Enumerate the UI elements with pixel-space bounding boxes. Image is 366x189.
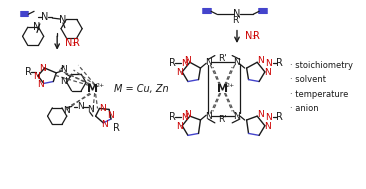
Text: N: N [257, 110, 264, 119]
Text: N: N [234, 58, 240, 67]
Text: N: N [77, 102, 83, 111]
Text: R: R [73, 38, 80, 48]
Text: N: N [233, 9, 241, 19]
Text: · anion: · anion [290, 104, 318, 113]
Text: · stoichiometry: · stoichiometry [290, 61, 353, 70]
Text: N: N [37, 80, 44, 89]
Text: N: N [176, 122, 183, 131]
Text: N: N [87, 105, 94, 114]
Text: R: R [169, 58, 176, 68]
Text: N: N [107, 111, 113, 120]
Text: M: M [87, 84, 98, 94]
Text: R: R [25, 67, 32, 77]
Text: N: N [257, 56, 264, 65]
Text: R: R [113, 123, 120, 133]
Text: N: N [205, 58, 212, 67]
Text: N: N [234, 112, 240, 121]
Text: · solvent: · solvent [290, 75, 326, 84]
Text: N: N [41, 12, 48, 22]
Text: 3: 3 [251, 35, 255, 40]
Text: N: N [33, 72, 40, 81]
Text: R': R' [233, 16, 241, 26]
Text: N: N [60, 77, 67, 86]
Text: M: M [217, 84, 228, 94]
Text: N: N [60, 65, 67, 74]
Text: N: N [264, 122, 271, 131]
Text: N: N [65, 38, 72, 48]
Text: N: N [245, 31, 252, 41]
Text: M = Cu, Zn: M = Cu, Zn [113, 84, 168, 94]
Text: 2+: 2+ [225, 83, 235, 88]
Text: N: N [181, 113, 188, 122]
Text: N: N [176, 68, 183, 77]
Text: N: N [63, 106, 70, 115]
Text: N: N [40, 64, 46, 73]
Text: N: N [33, 22, 41, 32]
Text: N: N [59, 15, 67, 25]
Text: R: R [253, 31, 259, 41]
Text: N: N [184, 110, 191, 119]
Text: R: R [276, 112, 283, 122]
Text: 2+: 2+ [96, 83, 105, 88]
Text: R': R' [218, 54, 227, 63]
Text: 3: 3 [71, 42, 75, 47]
Text: R: R [169, 112, 176, 122]
Text: N: N [99, 104, 106, 113]
Text: N: N [181, 59, 188, 68]
Text: N: N [264, 68, 271, 77]
Text: N: N [205, 112, 212, 121]
Text: N: N [265, 113, 272, 122]
Text: · temperature: · temperature [290, 90, 348, 98]
Text: N: N [101, 120, 108, 129]
Text: N: N [184, 56, 191, 65]
Text: R: R [276, 58, 283, 68]
Text: R': R' [218, 115, 227, 125]
Text: N: N [265, 59, 272, 68]
